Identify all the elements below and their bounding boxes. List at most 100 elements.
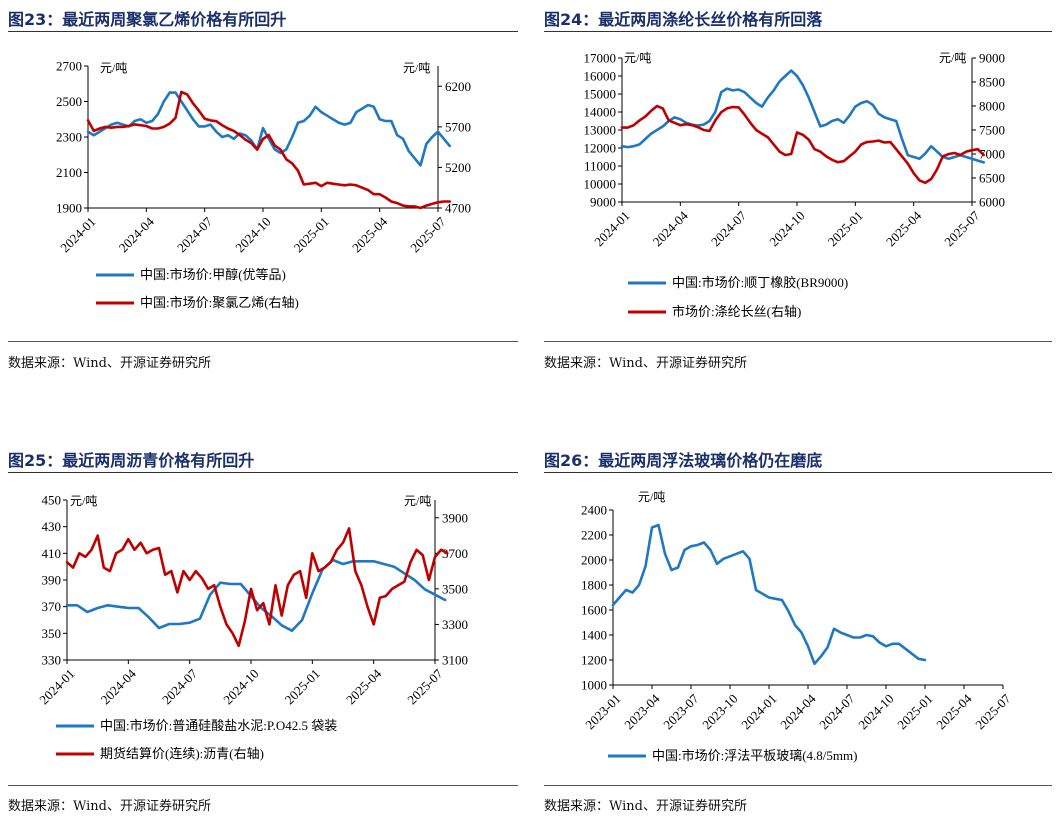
y-tick-label-left: 17000 [584,51,617,66]
y-tick-label-left: 350 [42,626,62,641]
legend-label-1: 中国:市场价:普通硅酸盐水泥:P.O42.5 袋装 [100,718,337,733]
y-tick-label-right: 6200 [445,79,471,94]
y-tick-label-left: 1600 [581,603,607,618]
y-tick-label-left: 450 [42,493,62,508]
y-tick-label-left: 9000 [590,195,616,210]
x-tick-label: 2024-07 [174,214,216,256]
y-tick-label-right: 8000 [979,99,1005,114]
x-tick-label: 2024-07 [159,666,201,708]
unit-label-left: 元/吨 [624,51,651,65]
y-tick-label-left: 1900 [56,201,82,216]
x-tick-label: 2024-01 [591,208,632,249]
x-tick-label: 2024-10 [766,208,807,249]
series-line-1 [620,69,986,164]
y-tick-label-right: 3900 [442,510,468,525]
x-tick-label: 2024-01 [36,666,77,707]
x-tick-label: 2025-01 [291,214,332,255]
y-tick-label-right: 6000 [979,195,1005,210]
x-tick-label: 2025-01 [894,691,935,732]
y-tick-label-right: 3500 [442,581,468,596]
x-tick-label: 2024-07 [816,691,858,733]
y-tick-label-left: 1200 [581,653,607,668]
y-tick-label-right: 9000 [979,51,1005,66]
source-note: 数据来源：Wind、开源证券研究所 [8,356,211,371]
y-tick-label-left: 11000 [584,159,616,174]
unit-label-right: 元/吨 [939,51,966,65]
chart-panel-glass: 图26：最近两周浮法玻璃价格仍在磨底 1000 1200 1400 1600 1800 2… [544,445,1054,818]
x-tick-label: 2025-07 [972,691,1014,733]
x-tick-label: 2023-10 [699,691,740,732]
x-tick-label: 2024-01 [738,691,779,732]
chart-title: 图26：最近两周浮法玻璃价格仍在磨底 [544,451,823,470]
y-tick-label-left: 2100 [56,165,82,180]
x-tick-label: 2025-07 [404,666,446,708]
series-line-2 [86,90,452,210]
chart-canvas: 1900 2100 2300 2500 2700 4700 5200 5700 6200 元/吨 元… [56,59,471,311]
x-tick-label: 2024-04 [98,666,140,708]
y-tick-label-left: 16000 [584,69,617,84]
y-tick-label-left: 2700 [56,59,82,74]
y-tick-label-left: 370 [42,599,62,614]
y-tick-label-left: 2200 [581,528,607,543]
y-tick-label-left: 12000 [584,141,617,156]
series-line-1 [65,558,447,632]
y-tick-label-left: 2300 [56,130,82,145]
y-tick-label-left: 13000 [584,123,617,138]
y-tick-label-left: 390 [42,573,62,588]
x-tick-label: 2023-01 [582,691,623,732]
y-tick-label-left: 10000 [584,177,617,192]
y-tick-label-right: 3100 [442,653,468,668]
unit-label-right: 元/吨 [404,494,431,508]
source-note: 数据来源：Wind、开源证券研究所 [544,799,747,814]
legend-label-2: 期货结算价(连续):沥青(右轴) [100,746,264,761]
y-tick-label-right: 3300 [442,617,468,632]
chart-canvas: 1000 1200 1400 1600 1800 2000 2200 2400 元/吨 2023-… [581,490,1014,763]
y-tick-label-left: 2500 [56,94,82,109]
y-tick-label-left: 430 [42,519,62,534]
x-tick-label: 2025-07 [941,208,983,250]
y-tick-label-right: 5700 [445,119,471,134]
x-tick-label: 2024-04 [650,208,692,250]
x-tick-label: 2023-07 [660,691,702,733]
chart-title: 图25：最近两周沥青价格有所回升 [8,451,255,470]
unit-label-right: 元/吨 [403,61,430,75]
y-tick-label-right: 3700 [442,546,468,561]
y-tick-label-left: 1000 [581,678,607,693]
x-tick-label: 2024-01 [57,214,98,255]
unit-label-left: 元/吨 [70,494,97,508]
x-tick-label: 2024-07 [708,208,750,250]
y-tick-label-left: 15000 [584,87,617,102]
x-tick-label: 2024-10 [220,666,261,707]
x-tick-label: 2025-04 [933,691,975,733]
y-tick-label-right: 8500 [979,75,1005,90]
y-tick-label-left: 1400 [581,628,607,643]
source-note: 数据来源：Wind、开源证券研究所 [544,356,747,371]
x-tick-label: 2025-01 [282,666,323,707]
series-line-1 [86,91,452,167]
y-tick-label-left: 2000 [581,553,607,568]
series-line-1 [611,523,927,666]
unit-label-left: 元/吨 [638,490,665,504]
legend-label-2: 中国:市场价:聚氯乙烯(右轴) [140,295,299,310]
y-tick-label-left: 2400 [581,503,607,518]
y-tick-label-left: 14000 [584,105,617,120]
x-tick-label: 2024-04 [116,214,158,256]
legend-label-1: 中国:市场价:顺丁橡胶(BR9000) [672,275,848,290]
x-tick-label: 2025-04 [883,208,925,250]
chart-canvas: 9000 10000 11000 12000 13000 14000 15000 16000 1… [584,51,1006,320]
chart-title: 图24：最近两周涤纶长丝价格有所回落 [544,10,823,29]
y-tick-label-left: 330 [42,653,62,668]
x-tick-label: 2024-10 [232,214,273,255]
x-tick-label: 2024-10 [855,691,896,732]
y-tick-label-left: 1800 [581,578,607,593]
chart-panel-pvc: 图23：最近两周聚氯乙烯价格有所回升 1900 2100 2300 2500 2700 4… [8,0,520,380]
x-tick-label: 2024-04 [777,691,819,733]
y-tick-label-right: 4700 [445,201,471,216]
series-line-2 [620,104,986,185]
chart-canvas: 330 350 370 390 410 430 450 3100 3300 3500 3700 390… [36,493,468,762]
series-line-2 [65,527,449,648]
x-tick-label: 2023-04 [621,691,663,733]
x-tick-label: 2025-04 [349,214,391,256]
chart-title: 图23：最近两周聚氯乙烯价格有所回升 [8,10,287,29]
x-tick-label: 2025-01 [825,208,866,249]
